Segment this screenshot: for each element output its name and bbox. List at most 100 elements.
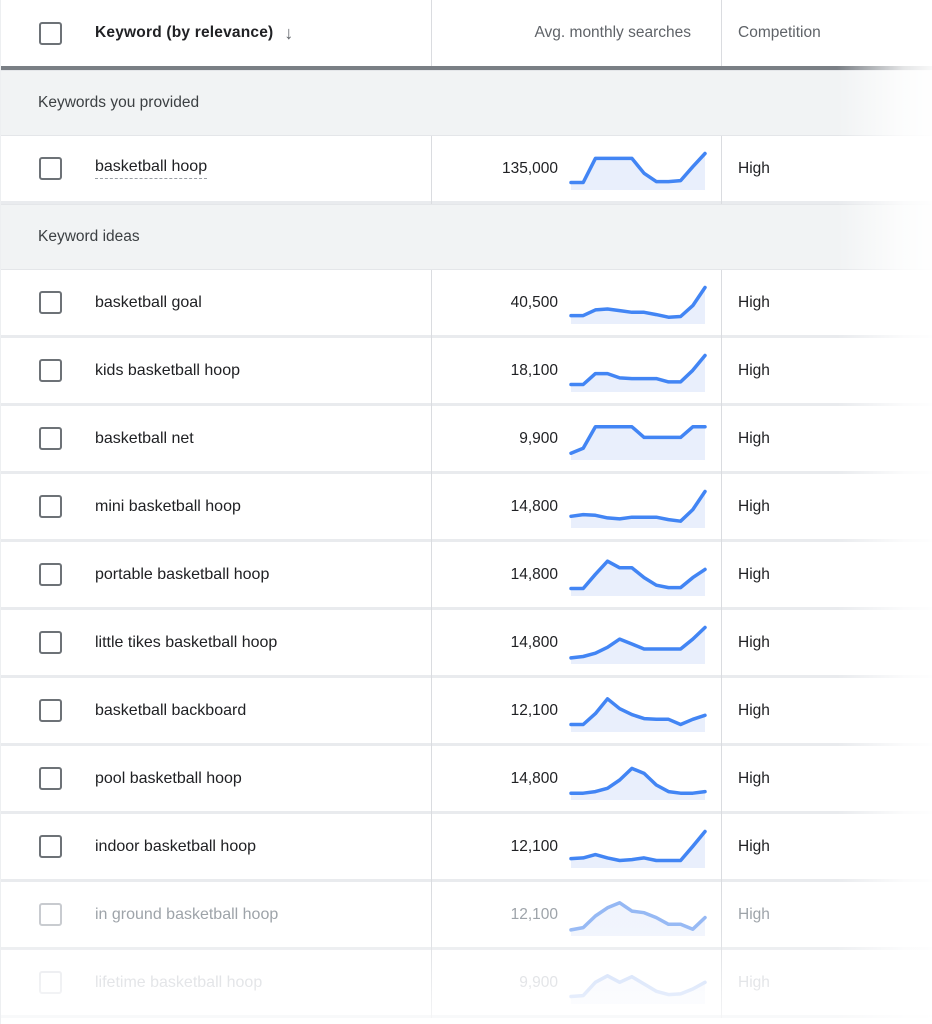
row-checkbox[interactable] bbox=[39, 699, 62, 722]
table-row: basketball goal 40,500 High bbox=[1, 270, 932, 338]
keyword-cell: kids basketball hoop bbox=[1, 359, 431, 382]
trend-sparkline bbox=[569, 353, 707, 392]
table-row: basketball hoop 135,000 High bbox=[1, 136, 932, 204]
keyword-text: lifetime basketball hoop bbox=[95, 973, 263, 991]
section-row: Keyword ideas bbox=[1, 204, 932, 270]
avg-monthly-searches-cell: 14,800 bbox=[431, 486, 721, 528]
row-checkbox[interactable] bbox=[39, 563, 62, 586]
section-row: Keywords you provided bbox=[1, 70, 932, 136]
row-checkbox[interactable] bbox=[39, 427, 62, 450]
avg-monthly-searches-cell: 18,100 bbox=[431, 350, 721, 392]
avg-monthly-searches-cell: 12,100 bbox=[431, 826, 721, 868]
row-checkbox[interactable] bbox=[39, 495, 62, 518]
competition-value: High bbox=[738, 973, 770, 991]
trend-sparkline bbox=[569, 973, 707, 1004]
competition-cell: High bbox=[721, 430, 932, 448]
column-header-keyword[interactable]: Keyword (by relevance) bbox=[95, 24, 274, 41]
row-checkbox[interactable] bbox=[39, 971, 62, 994]
avg-monthly-searches-cell: 40,500 bbox=[431, 282, 721, 324]
trend-sparkline bbox=[569, 625, 707, 664]
competition-value: High bbox=[738, 361, 770, 379]
trend-sparkline bbox=[569, 424, 707, 460]
competition-value: High bbox=[738, 293, 770, 311]
row-checkbox[interactable] bbox=[39, 291, 62, 314]
table-body: Keywords you provided basketball hoop 135,… bbox=[1, 70, 932, 1018]
competition-value: High bbox=[738, 701, 770, 719]
search-volume-value: 12,100 bbox=[510, 701, 558, 719]
trend-sparkline bbox=[569, 766, 707, 800]
avg-monthly-searches-cell: 12,100 bbox=[431, 894, 721, 936]
trend-sparkline bbox=[569, 285, 707, 324]
keyword-text: kids basketball hoop bbox=[95, 361, 240, 379]
avg-monthly-searches-cell: 14,800 bbox=[431, 554, 721, 596]
row-checkbox[interactable] bbox=[39, 767, 62, 790]
row-checkbox[interactable] bbox=[39, 359, 62, 382]
table-row: indoor basketball hoop 12,100 High bbox=[1, 814, 932, 882]
keyword-text: in ground basketball hoop bbox=[95, 905, 279, 923]
sort-descending-icon[interactable]: ↓ bbox=[284, 23, 294, 43]
table-row: basketball net 9,900 High bbox=[1, 406, 932, 474]
table-row: mini basketball hoop 14,800 High bbox=[1, 474, 932, 542]
trend-sparkline bbox=[569, 489, 707, 528]
trend-sparkline bbox=[569, 829, 707, 868]
row-checkbox[interactable] bbox=[39, 631, 62, 654]
competition-cell: High bbox=[721, 294, 932, 312]
avg-monthly-searches-cell: 9,900 bbox=[431, 962, 721, 1004]
competition-cell: High bbox=[721, 160, 932, 178]
keyword-text: little tikes basketball hoop bbox=[95, 633, 278, 651]
keyword-text: indoor basketball hoop bbox=[95, 837, 257, 855]
row-checkbox[interactable] bbox=[39, 835, 62, 858]
keyword-text: basketball goal bbox=[95, 293, 202, 311]
search-volume-value: 12,100 bbox=[510, 905, 558, 923]
keyword-cell: little tikes basketball hoop bbox=[1, 631, 431, 654]
table-row: basketball backboard 12,100 High bbox=[1, 678, 932, 746]
keyword-cell: portable basketball hoop bbox=[1, 563, 431, 586]
competition-value: High bbox=[738, 769, 770, 787]
competition-value: High bbox=[738, 633, 770, 651]
section-label: Keywords you provided bbox=[38, 94, 200, 111]
avg-monthly-searches-cell: 135,000 bbox=[431, 148, 721, 190]
keyword-cell: mini basketball hoop bbox=[1, 495, 431, 518]
search-volume-value: 9,900 bbox=[519, 973, 558, 991]
row-checkbox[interactable] bbox=[39, 157, 62, 180]
keyword-text[interactable]: basketball hoop bbox=[95, 158, 208, 179]
table-row: lifetime basketball hoop 9,900 High bbox=[1, 950, 932, 1018]
table-row: in ground basketball hoop 12,100 High bbox=[1, 882, 932, 950]
keyword-text: basketball backboard bbox=[95, 701, 247, 719]
competition-cell: High bbox=[721, 906, 932, 924]
competition-value: High bbox=[738, 565, 770, 583]
table-row: portable basketball hoop 14,800 High bbox=[1, 542, 932, 610]
keyword-text: portable basketball hoop bbox=[95, 565, 270, 583]
search-volume-value: 40,500 bbox=[510, 293, 558, 311]
search-volume-value: 14,800 bbox=[510, 565, 558, 583]
search-volume-value: 9,900 bbox=[519, 429, 558, 447]
competition-value: High bbox=[738, 159, 770, 177]
competition-cell: High bbox=[721, 770, 932, 788]
search-volume-value: 12,100 bbox=[510, 837, 558, 855]
trend-sparkline bbox=[569, 696, 707, 732]
keyword-cell: basketball goal bbox=[1, 291, 431, 314]
section-label: Keyword ideas bbox=[38, 228, 140, 245]
competition-value: High bbox=[738, 429, 770, 447]
trend-sparkline bbox=[569, 558, 707, 596]
trend-sparkline bbox=[569, 151, 707, 190]
row-checkbox[interactable] bbox=[39, 903, 62, 926]
competition-cell: High bbox=[721, 974, 932, 992]
table-row: little tikes basketball hoop 14,800 High bbox=[1, 610, 932, 678]
competition-cell: High bbox=[721, 362, 932, 380]
competition-cell: High bbox=[721, 838, 932, 856]
competition-value: High bbox=[738, 497, 770, 515]
keyword-cell: pool basketball hoop bbox=[1, 767, 431, 790]
avg-monthly-searches-cell: 14,800 bbox=[431, 758, 721, 800]
competition-cell: High bbox=[721, 634, 932, 652]
competition-cell: High bbox=[721, 566, 932, 584]
keyword-cell: basketball hoop bbox=[1, 157, 431, 180]
select-all-checkbox[interactable] bbox=[39, 21, 62, 45]
table-row: pool basketball hoop 14,800 High bbox=[1, 746, 932, 814]
column-header-avg-monthly-searches[interactable]: Avg. monthly searches bbox=[534, 24, 691, 41]
keyword-text: basketball net bbox=[95, 429, 194, 447]
column-header-competition[interactable]: Competition bbox=[738, 24, 821, 41]
search-volume-value: 14,800 bbox=[510, 633, 558, 651]
table-header-row: Keyword (by relevance) ↓ Avg. monthly se… bbox=[1, 0, 932, 66]
